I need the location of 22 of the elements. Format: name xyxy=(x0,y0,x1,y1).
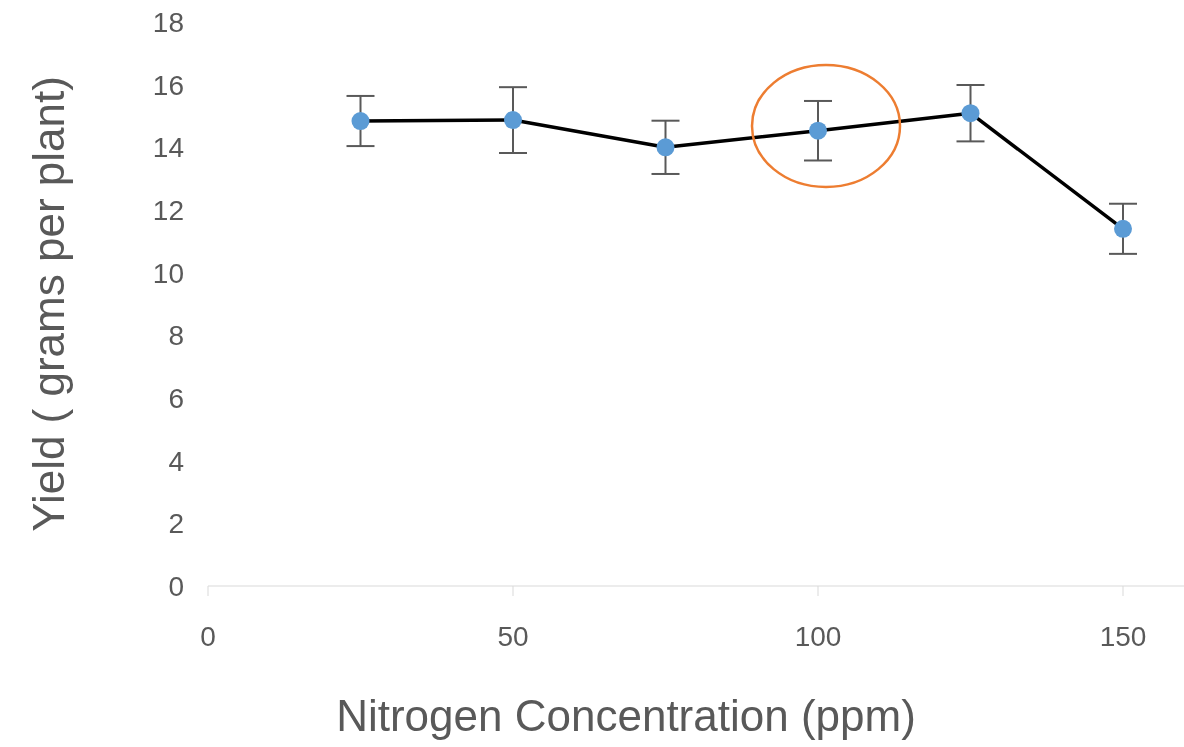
x-tick-label: 50 xyxy=(497,620,529,652)
x-tick-label: 0 xyxy=(200,620,216,652)
point xyxy=(656,138,675,157)
y-tick-label: 8 xyxy=(168,320,184,352)
y-tick-label: 2 xyxy=(168,508,184,540)
point xyxy=(961,104,980,123)
y-tick-label: 6 xyxy=(168,382,184,414)
point xyxy=(504,111,522,130)
x-axis-title: Nitrogen Concentration (ppm) xyxy=(336,690,916,740)
y-tick-label: 10 xyxy=(152,257,184,289)
y-tick-label: 0 xyxy=(168,570,184,602)
y-tick-label: 12 xyxy=(152,194,184,226)
y-tick-label: 16 xyxy=(152,69,184,101)
x-tick-label: 100 xyxy=(794,620,842,652)
point xyxy=(351,112,370,131)
y-tick-label: 18 xyxy=(152,6,184,38)
x-tick-label: 150 xyxy=(1099,620,1147,652)
point xyxy=(809,121,827,140)
point xyxy=(1114,219,1132,238)
y-tick-label: 4 xyxy=(168,445,184,477)
y-axis-title: Yield ( grams per plant) xyxy=(23,76,73,532)
y-tick-label: 14 xyxy=(152,132,184,164)
